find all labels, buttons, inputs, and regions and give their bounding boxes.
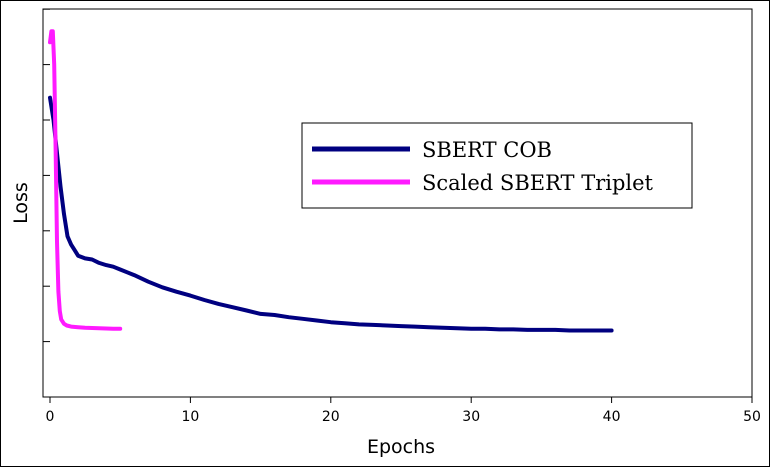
series-line-scaled-sbert-triplet	[48, 29, 123, 331]
y-ticks	[43, 8, 50, 398]
legend-label-scaled-sbert-triplet: Scaled SBERT Triplet	[422, 171, 654, 195]
x-tick-label: 40	[603, 409, 621, 425]
x-tick-label: 30	[462, 409, 480, 425]
x-ticks: 0 10 20 30 40 50	[46, 397, 761, 425]
x-tick-label: 0	[46, 409, 55, 425]
series-line-sbert-cob	[48, 95, 614, 333]
plot-area	[42, 8, 753, 398]
legend: SBERT COB Scaled SBERT Triplet	[301, 122, 693, 209]
y-axis-title: Loss	[10, 182, 32, 224]
x-axis-title: Epochs	[367, 436, 435, 458]
series-layer	[48, 29, 614, 333]
x-tick-label: 10	[181, 409, 199, 425]
legend-label-sbert-cob: SBERT COB	[422, 138, 552, 162]
legend-box	[301, 122, 693, 209]
x-tick-label: 50	[743, 409, 761, 425]
x-tick-label: 20	[322, 409, 340, 425]
